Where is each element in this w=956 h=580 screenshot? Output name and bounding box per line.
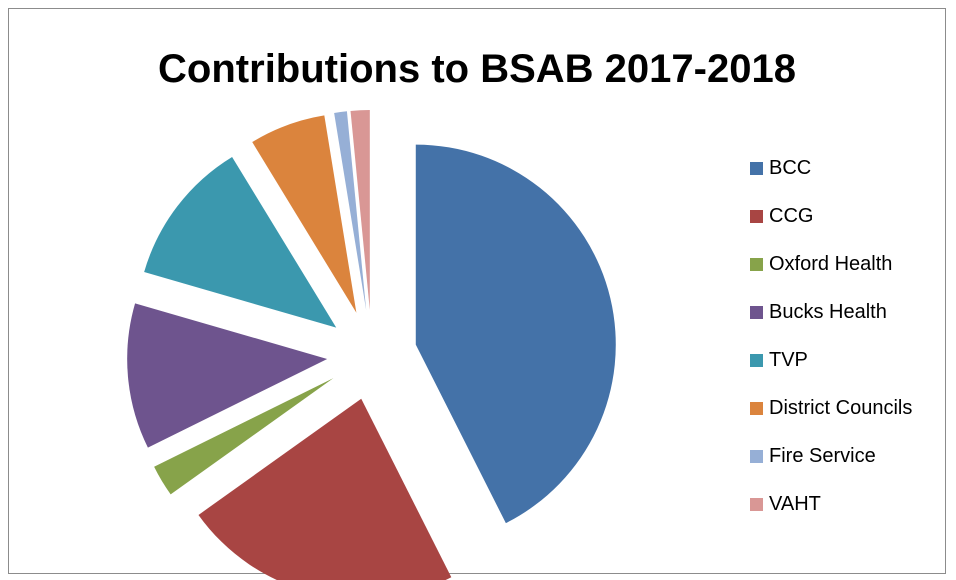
pie-slice-bucks-health bbox=[127, 303, 328, 448]
legend-swatch bbox=[750, 209, 763, 223]
legend-item-ccg: CCG bbox=[750, 204, 912, 228]
legend-swatch bbox=[750, 305, 763, 319]
legend-label: VAHT bbox=[769, 493, 821, 515]
legend-label: Oxford Health bbox=[769, 253, 893, 275]
legend-swatch bbox=[750, 449, 763, 463]
legend-swatch bbox=[750, 401, 763, 415]
legend: BCC CCG Oxford Health Bucks Health TVP Distri… bbox=[750, 156, 912, 540]
legend-label: CCG bbox=[769, 205, 814, 227]
legend-item-tvp: TVP bbox=[750, 348, 912, 372]
legend-item-district-councils: District Councils bbox=[750, 396, 912, 420]
legend-swatch bbox=[750, 353, 763, 367]
legend-swatch bbox=[750, 257, 763, 271]
legend-item-vaht: VAHT bbox=[750, 492, 912, 516]
pie-slice-tvp bbox=[144, 156, 337, 328]
legend-swatch bbox=[750, 161, 763, 175]
chart-title: Contributions to BSAB 2017-2018 bbox=[158, 47, 796, 91]
pie-slice-district-councils bbox=[252, 115, 357, 313]
legend-swatch bbox=[750, 497, 763, 511]
legend-item-oxford-health: Oxford Health bbox=[750, 252, 912, 276]
pie-slice-vaht bbox=[350, 110, 370, 311]
legend-item-fire-service: Fire Service bbox=[750, 444, 912, 468]
legend-label: Fire Service bbox=[769, 445, 876, 467]
legend-label: TVP bbox=[769, 349, 808, 371]
legend-label: District Councils bbox=[769, 397, 913, 419]
pie-slice-bcc bbox=[415, 144, 616, 524]
legend-item-bcc: BCC bbox=[750, 156, 912, 180]
pie-slice-fire-service bbox=[334, 111, 367, 311]
legend-label: BCC bbox=[769, 157, 812, 179]
pie-slice-ccg bbox=[198, 398, 452, 580]
legend-item-bucks-health: Bucks Health bbox=[750, 300, 912, 324]
legend-label: Bucks Health bbox=[769, 301, 887, 323]
pie-slice-oxford-health bbox=[154, 378, 334, 495]
